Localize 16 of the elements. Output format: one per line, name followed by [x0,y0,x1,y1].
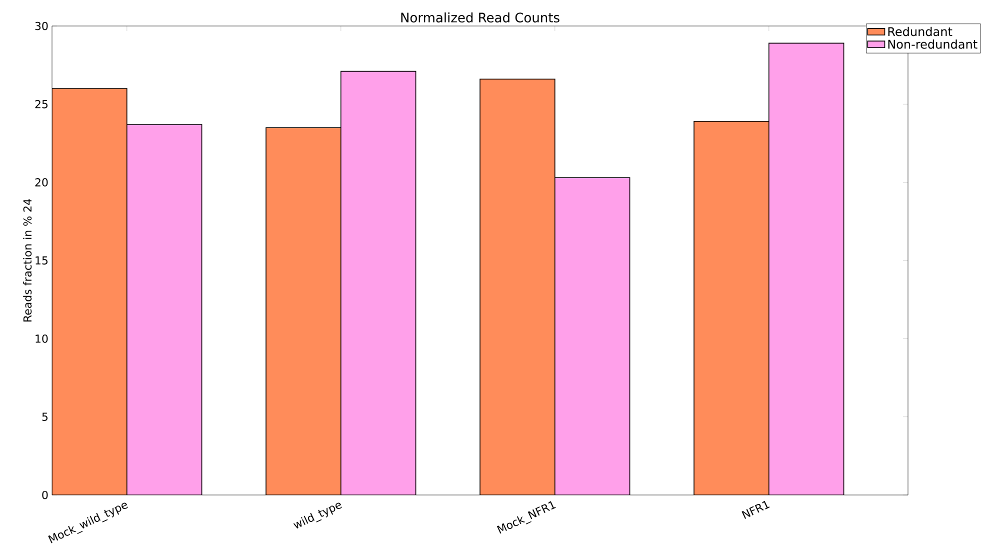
bar [126,124,202,495]
y-tick-label: 30 [35,22,48,30]
y-axis-title: Reads fraction in % 24 [23,199,32,322]
chart-title: Normalized Read Counts [401,12,560,22]
y-tick-label: 5 [42,412,48,421]
x-tick-label: NFR1 [742,500,770,519]
y-tick-label: 0 [42,490,48,500]
y-tick-label: 10 [36,334,48,343]
bar [340,70,416,495]
bar [554,177,630,495]
bar [768,42,844,495]
y-tick-label: 25 [35,100,48,108]
legend-label: Non-redundant [888,39,978,49]
y-tick-label: 20 [35,178,48,186]
y-tick-label: 15 [36,256,48,265]
legend-label: Redundant [888,26,952,36]
